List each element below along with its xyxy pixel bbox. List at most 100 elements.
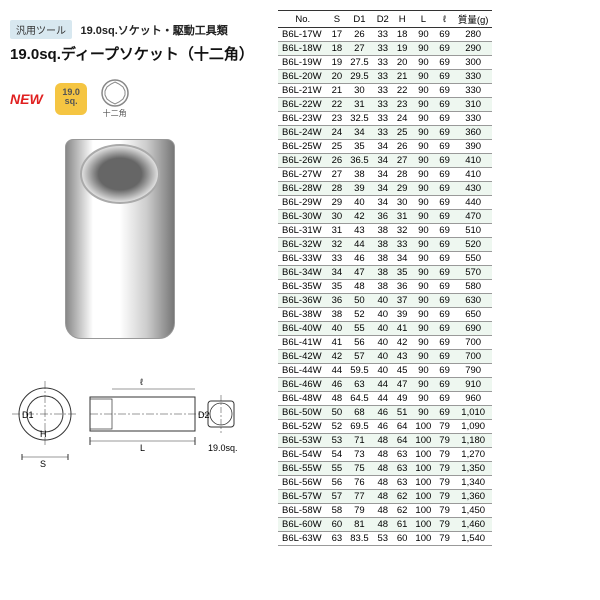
cell-val: 79 [435, 434, 454, 448]
cell-val: 69 [435, 42, 454, 56]
cell-val: 100 [411, 434, 435, 448]
cell-val: 390 [454, 140, 493, 154]
cell-val: 29.5 [346, 70, 373, 84]
cell-val: 48 [373, 518, 393, 532]
cell-no: B6L-41W [278, 336, 328, 350]
cell-no: B6L-28W [278, 182, 328, 196]
cell-val: 40 [328, 322, 347, 336]
l-small-label: ℓ [140, 377, 144, 387]
cell-val: 90 [411, 28, 435, 42]
table-row: B6L-48W4864.544499069960 [278, 392, 492, 406]
l-label: L [140, 443, 145, 453]
cell-val: 69 [435, 406, 454, 420]
cell-val: 50 [328, 406, 347, 420]
cell-val: 79 [435, 518, 454, 532]
cell-no: B6L-46W [278, 378, 328, 392]
cell-val: 35 [393, 266, 412, 280]
cell-val: 31 [328, 224, 347, 238]
cell-val: 1,460 [454, 518, 493, 532]
cell-val: 40 [373, 322, 393, 336]
cell-val: 47 [393, 378, 412, 392]
cell-no: B6L-22W [278, 98, 328, 112]
cell-val: 35 [328, 280, 347, 294]
table-row: B6L-24W243433259069360 [278, 126, 492, 140]
cell-val: 90 [411, 84, 435, 98]
table-row: B6L-34W344738359069570 [278, 266, 492, 280]
cell-no: B6L-36W [278, 294, 328, 308]
cell-val: 68 [346, 406, 373, 420]
cell-no: B6L-53W [278, 434, 328, 448]
table-row: B6L-23W2332.533249069330 [278, 112, 492, 126]
cell-val: 56 [328, 476, 347, 490]
cell-val: 69 [435, 350, 454, 364]
cell-val: 90 [411, 140, 435, 154]
cell-val: 69 [435, 196, 454, 210]
cell-val: 90 [411, 98, 435, 112]
cell-val: 90 [411, 112, 435, 126]
cell-val: 22 [393, 84, 412, 98]
table-row: B6L-22W223133239069310 [278, 98, 492, 112]
cell-val: 700 [454, 350, 493, 364]
cell-val: 32 [328, 238, 347, 252]
cell-val: 79 [435, 448, 454, 462]
cell-val: 24 [328, 126, 347, 140]
cell-val: 630 [454, 294, 493, 308]
table-row: B6L-36W365040379069630 [278, 294, 492, 308]
table-row: B6L-44W4459.540459069790 [278, 364, 492, 378]
cell-val: 45 [393, 364, 412, 378]
cell-no: B6L-30W [278, 210, 328, 224]
cell-val: 48 [373, 476, 393, 490]
cell-val: 20 [328, 70, 347, 84]
cell-val: 47 [346, 266, 373, 280]
cell-val: 1,010 [454, 406, 493, 420]
cell-val: 48 [373, 504, 393, 518]
cell-val: 17 [328, 28, 347, 42]
cell-val: 19 [393, 42, 412, 56]
table-body: B6L-17W172633189069280B6L-18W18273319906… [278, 28, 492, 546]
cell-val: 79 [435, 462, 454, 476]
cell-val: 100 [411, 504, 435, 518]
cell-val: 100 [411, 532, 435, 546]
cell-val: 28 [328, 182, 347, 196]
table-row: B6L-32W324438339069520 [278, 238, 492, 252]
sq-badge-top: 19.0 [62, 87, 80, 97]
cell-no: B6L-24W [278, 126, 328, 140]
table-row: B6L-57W57774862100791,360 [278, 490, 492, 504]
cell-no: B6L-33W [278, 252, 328, 266]
cell-no: B6L-29W [278, 196, 328, 210]
cell-val: 90 [411, 238, 435, 252]
table-row: B6L-38W385240399069650 [278, 308, 492, 322]
cell-val: 690 [454, 322, 493, 336]
cell-val: 69 [435, 112, 454, 126]
cell-val: 470 [454, 210, 493, 224]
cell-val: 69 [435, 140, 454, 154]
cell-val: 60 [328, 518, 347, 532]
table-row: B6L-21W213033229069330 [278, 84, 492, 98]
table-row: B6L-58W58794862100791,450 [278, 504, 492, 518]
twelve-label: 十二角 [100, 108, 130, 119]
cell-val: 64.5 [346, 392, 373, 406]
cell-val: 90 [411, 378, 435, 392]
cell-val: 52 [346, 308, 373, 322]
cell-val: 33 [373, 56, 393, 70]
cell-val: 77 [346, 490, 373, 504]
table-row: B6L-17W172633189069280 [278, 28, 492, 42]
cell-val: 100 [411, 420, 435, 434]
cell-val: 81 [346, 518, 373, 532]
cell-val: 63 [393, 476, 412, 490]
cell-val: 18 [328, 42, 347, 56]
d2-label: D2 [198, 410, 210, 420]
cell-val: 55 [346, 322, 373, 336]
table-row: B6L-31W314338329069510 [278, 224, 492, 238]
cell-val: 26 [393, 140, 412, 154]
cell-val: 69 [435, 98, 454, 112]
cell-no: B6L-56W [278, 476, 328, 490]
cell-val: 40 [373, 294, 393, 308]
cell-no: B6L-26W [278, 154, 328, 168]
cell-no: B6L-55W [278, 462, 328, 476]
cell-val: 90 [411, 182, 435, 196]
cell-val: 960 [454, 392, 493, 406]
cell-val: 40 [373, 350, 393, 364]
cell-val: 62 [393, 490, 412, 504]
cell-val: 33 [373, 84, 393, 98]
